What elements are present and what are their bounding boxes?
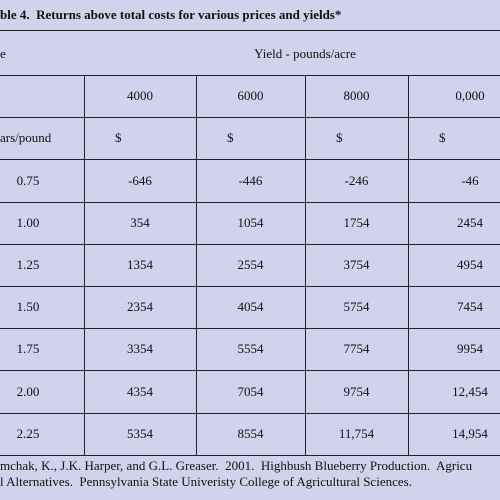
rule (408, 75, 409, 455)
cell: 2.00 (16, 383, 40, 399)
cell: ars/pound (0, 130, 52, 146)
cell: 1.25 (16, 256, 40, 272)
cell: 0,000 (455, 88, 485, 104)
rule (0, 201, 500, 203)
cell: 5554 (237, 341, 264, 357)
cell: 5354 (127, 425, 153, 441)
cell: 0.75 (16, 172, 40, 188)
footnote: mchak, K., J.K. Harper, and G.L. Greaser… (0, 458, 473, 473)
cell: 12,454 (452, 383, 488, 399)
cell: 2454 (457, 214, 483, 230)
cell: 5754 (343, 299, 370, 315)
cell: $ (336, 130, 343, 146)
rule (84, 75, 85, 455)
cell: 7054 (237, 383, 264, 399)
rule (196, 75, 197, 455)
rule (0, 412, 500, 414)
cell: 1054 (237, 214, 264, 230)
cell: 7454 (457, 299, 483, 315)
cell: 14,954 (452, 425, 488, 441)
rule (0, 370, 500, 372)
rule (0, 30, 500, 31)
cell: 4354 (127, 383, 153, 399)
cell: 4000 (127, 88, 153, 104)
cell: 7754 (343, 341, 370, 357)
cell: -446 (238, 172, 263, 188)
row-header: e (0, 46, 6, 61)
cell: 3754 (343, 256, 370, 272)
rule (0, 286, 500, 287)
cell: 6000 (237, 88, 264, 104)
cell: -646 (128, 172, 152, 188)
cell: 8554 (237, 425, 264, 441)
group-header: Yield - pounds/acre (254, 46, 356, 61)
rule (0, 454, 500, 456)
rule (0, 328, 500, 330)
cell: 2554 (237, 256, 264, 272)
cell: -46 (461, 172, 479, 188)
table-title: ble 4. Returns above total costs for var… (0, 7, 342, 22)
cell: 1.00 (16, 214, 40, 230)
rule (0, 159, 500, 161)
cell: 1.50 (16, 299, 40, 315)
cell: 9754 (343, 383, 370, 399)
cell: $ (115, 130, 122, 146)
cell: 2.25 (16, 425, 40, 441)
rule (0, 243, 500, 245)
cell: 3354 (127, 341, 153, 357)
cell: 2354 (127, 299, 153, 315)
cell: 4054 (237, 299, 264, 315)
rule (0, 75, 500, 76)
rule (305, 75, 306, 455)
cell: $ (227, 130, 234, 146)
cell: 4954 (457, 256, 483, 272)
cell: 11,754 (338, 425, 375, 441)
footnote: l Alternatives. Pennsylvania State Unive… (0, 474, 412, 489)
cell: 1754 (343, 214, 370, 230)
cell: 1.75 (16, 341, 40, 357)
cell: 8000 (343, 88, 370, 104)
rule (0, 117, 500, 119)
cell: 1354 (127, 256, 153, 272)
cell: 9954 (457, 341, 483, 357)
cell: $ (439, 130, 446, 146)
cell: -246 (344, 172, 369, 188)
cell: 354 (130, 214, 150, 230)
